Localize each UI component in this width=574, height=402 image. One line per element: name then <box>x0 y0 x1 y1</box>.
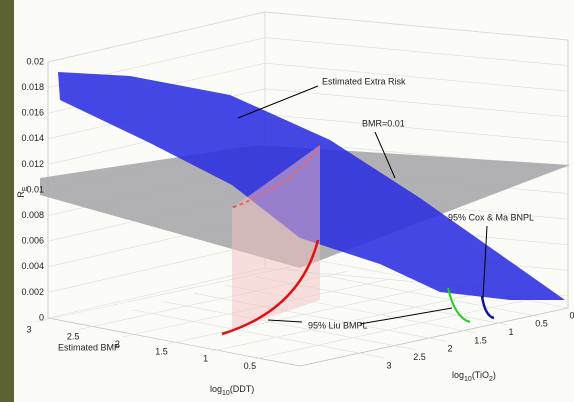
z-tick-label: 0.008 <box>21 210 44 220</box>
z-tick-label: 0.018 <box>21 82 44 92</box>
side-label: Estimated BMP <box>58 342 120 352</box>
annotation: 95% Liu BMPL <box>308 320 368 330</box>
x-tick-label: 0.5 <box>244 361 257 371</box>
z-tick-label: 0 <box>39 312 44 322</box>
annotation: BMR=0.01 <box>362 118 405 128</box>
z-tick-label: 0.006 <box>21 236 44 246</box>
y-label-text: log <box>452 370 464 380</box>
chart: Estimated Extra Risk BMR=0.01 95% Cox & … <box>0 0 574 402</box>
y-label-tail: (TiO <box>472 370 489 380</box>
x-label-tail: (DDT) <box>230 384 255 394</box>
y-tick-label: 3 <box>386 360 391 370</box>
x-label-text: log <box>210 384 222 394</box>
z-tick-label: 0.016 <box>21 108 44 118</box>
z-tick-label: 0.01 <box>26 184 44 194</box>
y-tick-label: 2.5 <box>413 352 426 362</box>
y-label-sub: 10 <box>464 376 472 383</box>
y-tick-label: 1 <box>508 327 513 337</box>
x-tick-label: 1.5 <box>155 346 168 356</box>
x-tick-label: 2.5 <box>67 332 80 342</box>
y-tick-label: 2 <box>447 344 452 354</box>
x-tick-label: 1 <box>203 354 208 364</box>
annotation: Estimated Extra Risk <box>322 76 406 86</box>
annotation: 95% Cox & Ma BNPL <box>448 212 534 222</box>
x-label-sub: 10 <box>222 390 230 397</box>
z-tick-label: 0.004 <box>21 261 44 271</box>
y-label-end: ) <box>493 370 496 380</box>
z-tick-label: 0.002 <box>21 287 44 297</box>
z-tick-label: 0.02 <box>26 56 44 66</box>
frame-edge <box>0 0 14 402</box>
x-tick-label: 2 <box>115 339 120 349</box>
y-tick-label: 0 <box>569 310 574 320</box>
z-tick-label: 0.012 <box>21 159 44 169</box>
x-tick-label: 3 <box>26 324 31 334</box>
y-tick-label: 0.5 <box>535 319 548 329</box>
z-tick-label: 0.014 <box>21 133 44 143</box>
y-tick-label: 1.5 <box>474 335 487 345</box>
